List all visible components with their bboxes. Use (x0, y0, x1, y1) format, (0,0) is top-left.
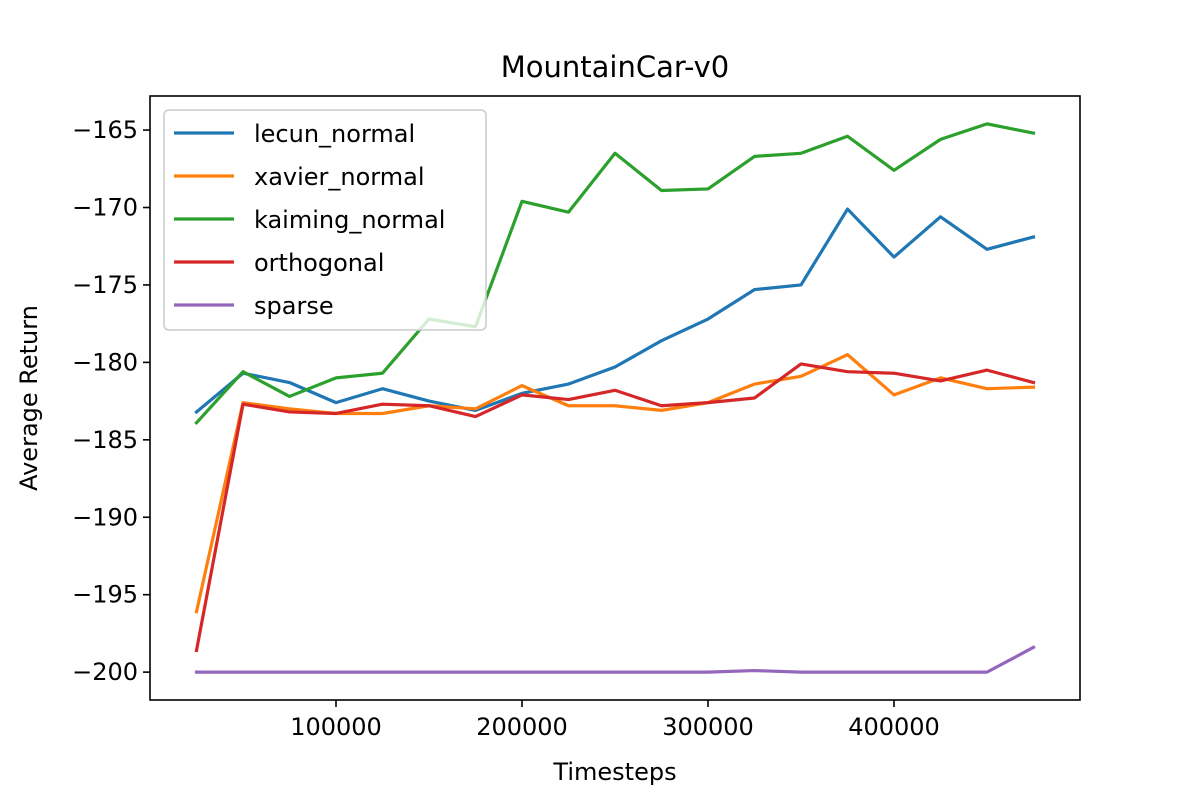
legend-label: kaiming_normal (254, 206, 445, 234)
series-line-kaiming-normal (194, 122, 1036, 426)
y-axis-label: Average Return (15, 305, 43, 491)
chart-title: MountainCar-v0 (501, 50, 730, 84)
y-tick-label: −180 (72, 348, 138, 376)
x-tick-label: 300000 (662, 713, 754, 741)
y-tick-label: −190 (72, 503, 138, 531)
y-tick-label: −175 (72, 271, 138, 299)
x-axis: 100000 200000 300000 400000 (290, 700, 940, 741)
legend-label: orthogonal (254, 249, 384, 277)
legend-label: xavier_normal (254, 163, 425, 191)
x-tick-label: 100000 (290, 713, 382, 741)
series-line-sparse (194, 645, 1036, 674)
series-line-lecun-normal (194, 207, 1036, 415)
plot-frame (149, 95, 1081, 701)
legend-label: sparse (254, 292, 334, 320)
legend-frame (163, 109, 487, 331)
series-line-orthogonal (194, 362, 1036, 653)
series-layer (194, 122, 1036, 674)
y-tick-label: −195 (72, 581, 138, 609)
y-tick-label: −165 (72, 116, 138, 144)
y-axis: −200 −195 −190 −185 −180 −175 −170 −165 (72, 116, 150, 686)
y-tick-label: −200 (72, 658, 138, 686)
x-tick-label: 400000 (848, 713, 940, 741)
x-axis-label: Timesteps (552, 758, 676, 786)
x-tick-label: 200000 (476, 713, 568, 741)
y-tick-label: −170 (72, 194, 138, 222)
y-tick-label: −185 (72, 426, 138, 454)
legend-label: lecun_normal (254, 120, 415, 148)
legend: lecun_normal xavier_normal kaiming_normalo… (163, 109, 487, 331)
